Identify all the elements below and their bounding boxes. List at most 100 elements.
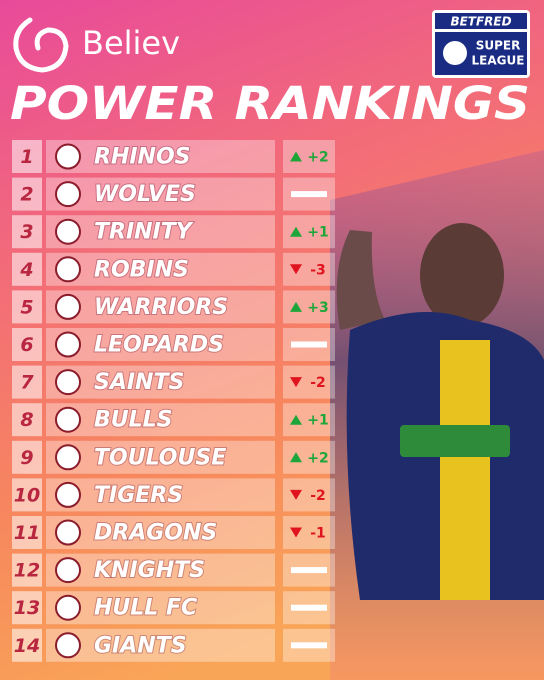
arrow-down bbox=[290, 264, 302, 275]
team-name: RHINOS bbox=[94, 145, 191, 170]
arrow-down bbox=[290, 489, 302, 500]
ranking-row: 13 HULL FC bbox=[12, 591, 335, 625]
change-cell bbox=[283, 440, 335, 474]
no-change bbox=[291, 604, 327, 611]
team-cell bbox=[46, 365, 275, 399]
arrow-up bbox=[290, 151, 302, 162]
team-logo bbox=[55, 519, 81, 546]
change: +3 bbox=[307, 300, 328, 316]
badge-line-1: SUPER bbox=[476, 39, 521, 53]
team-logo bbox=[55, 143, 81, 170]
change: +1 bbox=[307, 225, 328, 241]
no-change bbox=[291, 191, 327, 198]
team-name: HULL FC bbox=[94, 596, 197, 621]
team-cell bbox=[46, 140, 275, 173]
no-change bbox=[291, 341, 327, 348]
change: -1 bbox=[310, 526, 326, 542]
arrow-down bbox=[290, 527, 302, 538]
team-cell bbox=[46, 516, 275, 549]
ranking-row: 6 LEOPARDS bbox=[12, 328, 335, 361]
team-logo bbox=[55, 594, 81, 621]
team-logo bbox=[55, 481, 81, 508]
ranking-row: 9 TOULOUSE +2 bbox=[12, 440, 335, 474]
change-cell bbox=[283, 140, 335, 173]
team-logo bbox=[55, 406, 81, 433]
rank-cell bbox=[12, 290, 42, 324]
team-cell bbox=[46, 290, 275, 324]
change: -2 bbox=[310, 488, 326, 504]
team-name: TOULOUSE bbox=[94, 445, 226, 470]
team-cell bbox=[46, 328, 275, 361]
rank-cell bbox=[12, 403, 42, 437]
rank-cell bbox=[12, 478, 42, 512]
team-cell bbox=[46, 478, 275, 512]
rank: 12 bbox=[14, 560, 40, 582]
rank-cell bbox=[12, 140, 42, 173]
rank-cell bbox=[12, 215, 42, 249]
team-name: LEOPARDS bbox=[94, 333, 224, 358]
team-logo bbox=[55, 181, 81, 208]
no-change bbox=[291, 642, 327, 649]
ranking-row: 1 RHINOS +2 bbox=[12, 140, 335, 173]
rank: 13 bbox=[14, 597, 40, 619]
team-name: GIANTS bbox=[94, 633, 187, 658]
ranking-row: 8 BULLS +1 bbox=[12, 403, 335, 437]
arrow-up bbox=[290, 452, 302, 463]
badge-line-2: LEAGUE bbox=[472, 54, 525, 68]
rank: 3 bbox=[20, 221, 33, 243]
arrow-up bbox=[290, 301, 302, 312]
rank: 2 bbox=[20, 184, 33, 206]
change: +1 bbox=[307, 413, 328, 429]
rank: 4 bbox=[19, 259, 33, 281]
title: POWER RANKINGS bbox=[10, 77, 530, 130]
ranking-row: 3 TRINITY +1 bbox=[12, 215, 335, 249]
team-logo bbox=[55, 218, 81, 245]
change: +2 bbox=[307, 450, 328, 466]
arrow-up bbox=[290, 414, 302, 425]
team-cell bbox=[46, 252, 275, 286]
badge-sponsor: BETFRED bbox=[450, 15, 511, 29]
change-cell bbox=[283, 403, 335, 437]
ranking-row: 14 GIANTS bbox=[12, 628, 335, 662]
ranking-row: 7 SAINTS -2 bbox=[12, 365, 335, 399]
team-name: TRINITY bbox=[94, 220, 194, 245]
rank: 8 bbox=[20, 409, 33, 431]
rank-cell bbox=[12, 328, 42, 361]
team-name: KNIGHTS bbox=[94, 558, 205, 583]
change-cell bbox=[283, 215, 335, 249]
team-logo bbox=[55, 256, 81, 283]
ranking-row: 2 WOLVES bbox=[12, 177, 335, 211]
rank-cell bbox=[12, 252, 42, 286]
player-illustration bbox=[336, 223, 544, 600]
change-cell bbox=[283, 290, 335, 324]
rank-cell bbox=[12, 365, 42, 399]
change-cell bbox=[283, 365, 335, 399]
team-name: WOLVES bbox=[94, 182, 196, 207]
change: +2 bbox=[307, 150, 328, 166]
team-name: BULLS bbox=[94, 408, 173, 433]
team-name: SAINTS bbox=[94, 370, 184, 395]
ranking-row: 11 DRAGONS -1 bbox=[12, 516, 335, 549]
team-logo bbox=[55, 369, 81, 396]
team-name: WARRIORS bbox=[94, 295, 228, 320]
rank-cell bbox=[12, 591, 42, 625]
rank: 14 bbox=[14, 635, 40, 657]
rankings-table: 1 RHINOS +2 2 WOLVES 3 TRINITY +1 4 ROBINS -3 5 WARR… bbox=[12, 140, 335, 662]
league-badge: BETFRED SUPER LEAGUE bbox=[432, 10, 530, 78]
team-cell bbox=[46, 628, 275, 662]
rank: 7 bbox=[20, 372, 34, 394]
team-logo bbox=[55, 557, 81, 584]
team-logo bbox=[55, 444, 81, 471]
ranking-row: 10 TIGERS -2 bbox=[12, 478, 335, 512]
change: -2 bbox=[310, 375, 326, 391]
team-cell bbox=[46, 553, 275, 587]
team-name: TIGERS bbox=[94, 483, 183, 508]
rank: 5 bbox=[20, 296, 33, 318]
ranking-row: 5 WARRIORS +3 bbox=[12, 290, 335, 324]
rank: 1 bbox=[20, 146, 33, 168]
team-logo bbox=[55, 632, 81, 659]
rank-cell bbox=[12, 177, 42, 211]
team-cell bbox=[46, 591, 275, 625]
team-logo bbox=[55, 293, 81, 320]
